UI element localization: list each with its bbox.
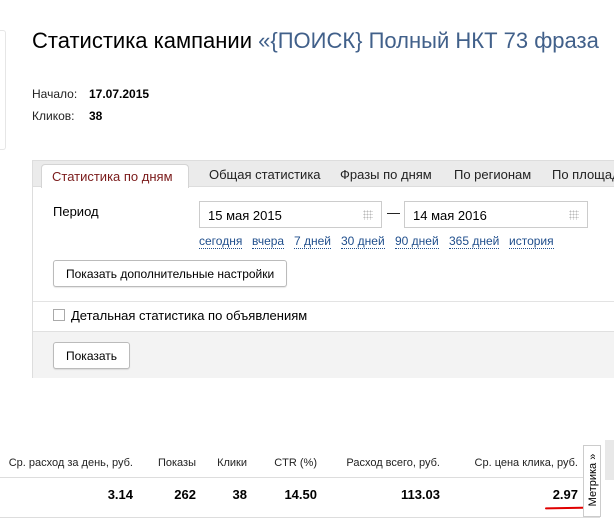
link-yesterday[interactable]: вчера	[252, 234, 285, 249]
show-button[interactable]: Показать	[53, 342, 131, 369]
tab-by-regions[interactable]: По регионам	[454, 167, 532, 182]
col-clicks[interactable]: Клики	[217, 457, 247, 469]
cell-clicks: 38	[232, 487, 247, 502]
tab-phrases-by-day[interactable]: Фразы по дням	[340, 167, 432, 182]
campaign-name: «{ПОИСК} Полный НКТ 73 фраза	[258, 28, 599, 53]
col-avg-cpc[interactable]: Ср. цена клика, руб.	[474, 457, 578, 469]
table-header-divider	[0, 477, 600, 478]
detail-checkbox-label[interactable]: Детальная статистика по объявлениям	[71, 308, 308, 323]
detail-checkbox[interactable]	[53, 309, 65, 321]
col-avg-daily-spend[interactable]: Ср. расход за день, руб.	[8, 457, 133, 469]
link-today[interactable]: сегодня	[199, 234, 243, 249]
link-7-days[interactable]: 7 дней	[294, 234, 332, 249]
link-30-days[interactable]: 30 дней	[341, 234, 385, 249]
title-text: Статистика кампании	[32, 28, 252, 53]
more-settings-button[interactable]: Показать дополнительные настройки	[53, 260, 288, 287]
tab-bar: Статистика по дням Общая статистика Фраз…	[33, 161, 614, 188]
link-365-days[interactable]: 365 дней	[449, 234, 500, 249]
calendar-icon[interactable]	[363, 210, 373, 220]
tab-by-sites[interactable]: По площад	[552, 167, 614, 182]
page-title: Статистика кампании «{ПОИСК} Полный НКТ …	[32, 28, 599, 54]
clicks-value: 38	[89, 109, 103, 123]
date-dash: —	[387, 205, 400, 220]
cell-total-spend: 113.03	[400, 487, 440, 502]
link-90-days[interactable]: 90 дней	[395, 234, 439, 249]
scrollbar[interactable]	[605, 440, 614, 480]
link-history[interactable]: история	[509, 234, 554, 249]
clicks-label: Кликов:	[32, 109, 75, 123]
col-impressions[interactable]: Показы	[157, 457, 196, 469]
col-ctr[interactable]: CTR (%)	[274, 457, 317, 469]
cell-avg-cpc: 2.97	[552, 487, 578, 502]
divider	[33, 301, 614, 302]
date-from-input[interactable]: 15 мая 2015	[199, 201, 382, 228]
side-card	[0, 30, 6, 150]
date-to-input[interactable]: 14 мая 2016	[404, 201, 588, 228]
start-value: 17.07.2015	[89, 87, 150, 101]
cell-avg-daily-spend: 3.14	[107, 487, 133, 502]
metrika-tab[interactable]: Метрика »	[583, 445, 601, 517]
metrika-label: Метрика »	[587, 453, 599, 507]
stats-panel: Статистика по дням Общая статистика Фраз…	[32, 160, 614, 378]
cell-ctr: 14.50	[284, 487, 317, 502]
tab-general-stats[interactable]: Общая статистика	[209, 167, 321, 182]
period-label: Период	[53, 204, 99, 219]
cell-impressions: 262	[174, 487, 196, 502]
start-label: Начало:	[32, 87, 78, 101]
table-bottom-divider	[0, 517, 600, 518]
date-to-value: 14 мая 2016	[413, 208, 487, 223]
col-total-spend[interactable]: Расход всего, руб.	[346, 457, 440, 469]
panel-footer: Показать	[33, 331, 614, 378]
tab-daily-stats[interactable]: Статистика по дням	[41, 164, 189, 188]
calendar-icon[interactable]	[569, 210, 579, 220]
date-from-value: 15 мая 2015	[208, 208, 282, 223]
